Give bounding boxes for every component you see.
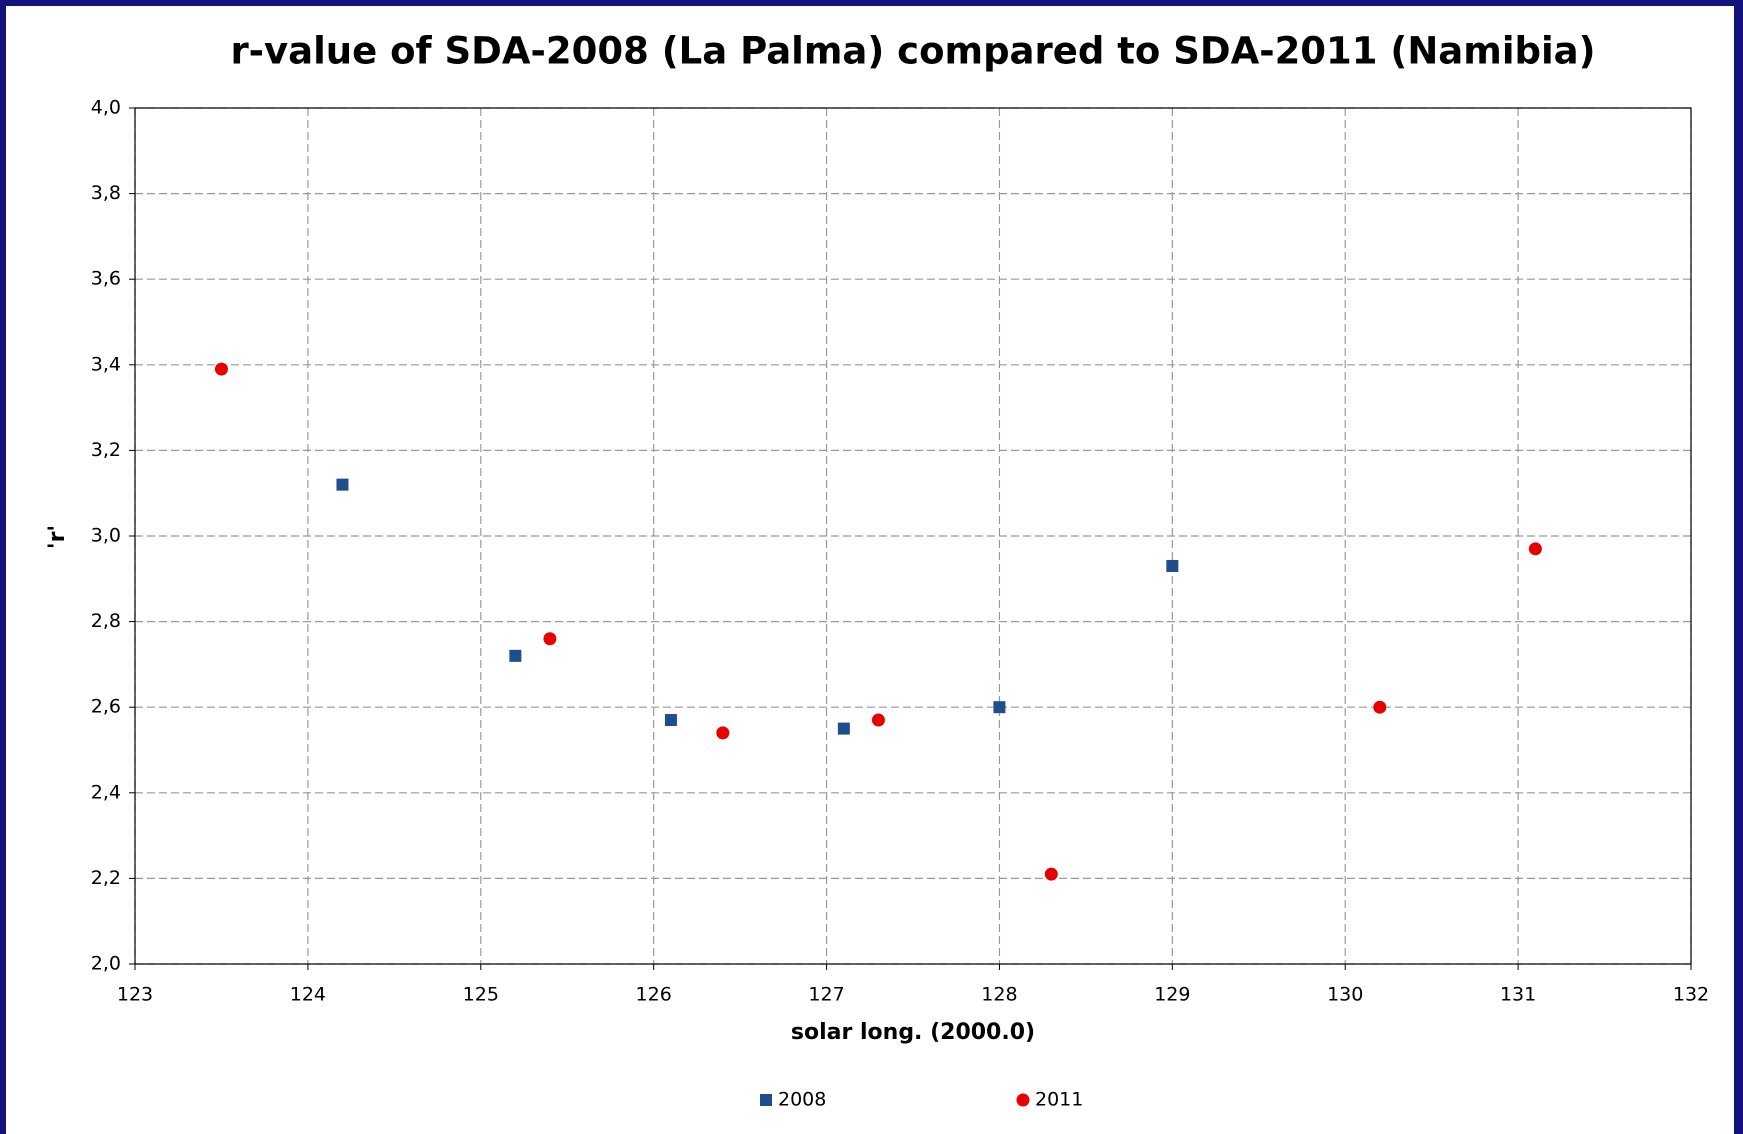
point	[214, 362, 228, 376]
legend-label: 2011	[1035, 1089, 1083, 1111]
y-tick-label: 3,0	[91, 525, 121, 547]
point	[716, 726, 730, 740]
point	[993, 701, 1006, 714]
point	[1373, 700, 1387, 714]
point	[837, 722, 850, 735]
y-tick-label: 2,4	[91, 781, 121, 803]
x-tick-label: 130	[1327, 984, 1363, 1006]
x-axis-label: solar long. (2000.0)	[791, 1020, 1035, 1045]
point	[1166, 559, 1179, 572]
y-tick-label: 4,0	[91, 97, 121, 119]
point	[664, 714, 677, 727]
y-axis-label: 'r'	[45, 525, 70, 549]
y-tick-label: 3,4	[91, 353, 121, 375]
legend-marker	[760, 1094, 772, 1106]
y-tick-label: 3,2	[91, 439, 121, 461]
x-tick-label: 131	[1500, 984, 1536, 1006]
plot-border	[134, 107, 1692, 965]
legend-label: 2008	[778, 1089, 826, 1111]
point	[871, 713, 885, 727]
y-tick-label: 2,0	[91, 953, 121, 975]
y-tick-label: 3,6	[91, 268, 121, 290]
x-tick-label: 132	[1673, 984, 1709, 1006]
x-tick-label: 123	[117, 984, 153, 1006]
y-tick-label: 2,8	[91, 610, 121, 632]
y-tick-label: 2,2	[91, 867, 121, 889]
background	[6, 6, 1734, 1134]
y-tick-label: 3,8	[91, 182, 121, 204]
chart-title: r-value of SDA-2008 (La Palma) compared …	[230, 30, 1595, 73]
x-tick-label: 124	[290, 984, 326, 1006]
legend-marker	[1016, 1093, 1030, 1107]
x-tick-label: 125	[463, 984, 499, 1006]
y-tick-label: 2,6	[91, 696, 121, 718]
point	[509, 649, 522, 662]
point	[1044, 867, 1058, 881]
x-tick-label: 128	[981, 984, 1017, 1006]
point	[336, 478, 349, 491]
x-tick-label: 129	[1154, 984, 1190, 1006]
x-tick-label: 126	[636, 984, 672, 1006]
point	[1528, 542, 1542, 556]
x-tick-label: 127	[808, 984, 844, 1006]
point	[543, 632, 557, 646]
